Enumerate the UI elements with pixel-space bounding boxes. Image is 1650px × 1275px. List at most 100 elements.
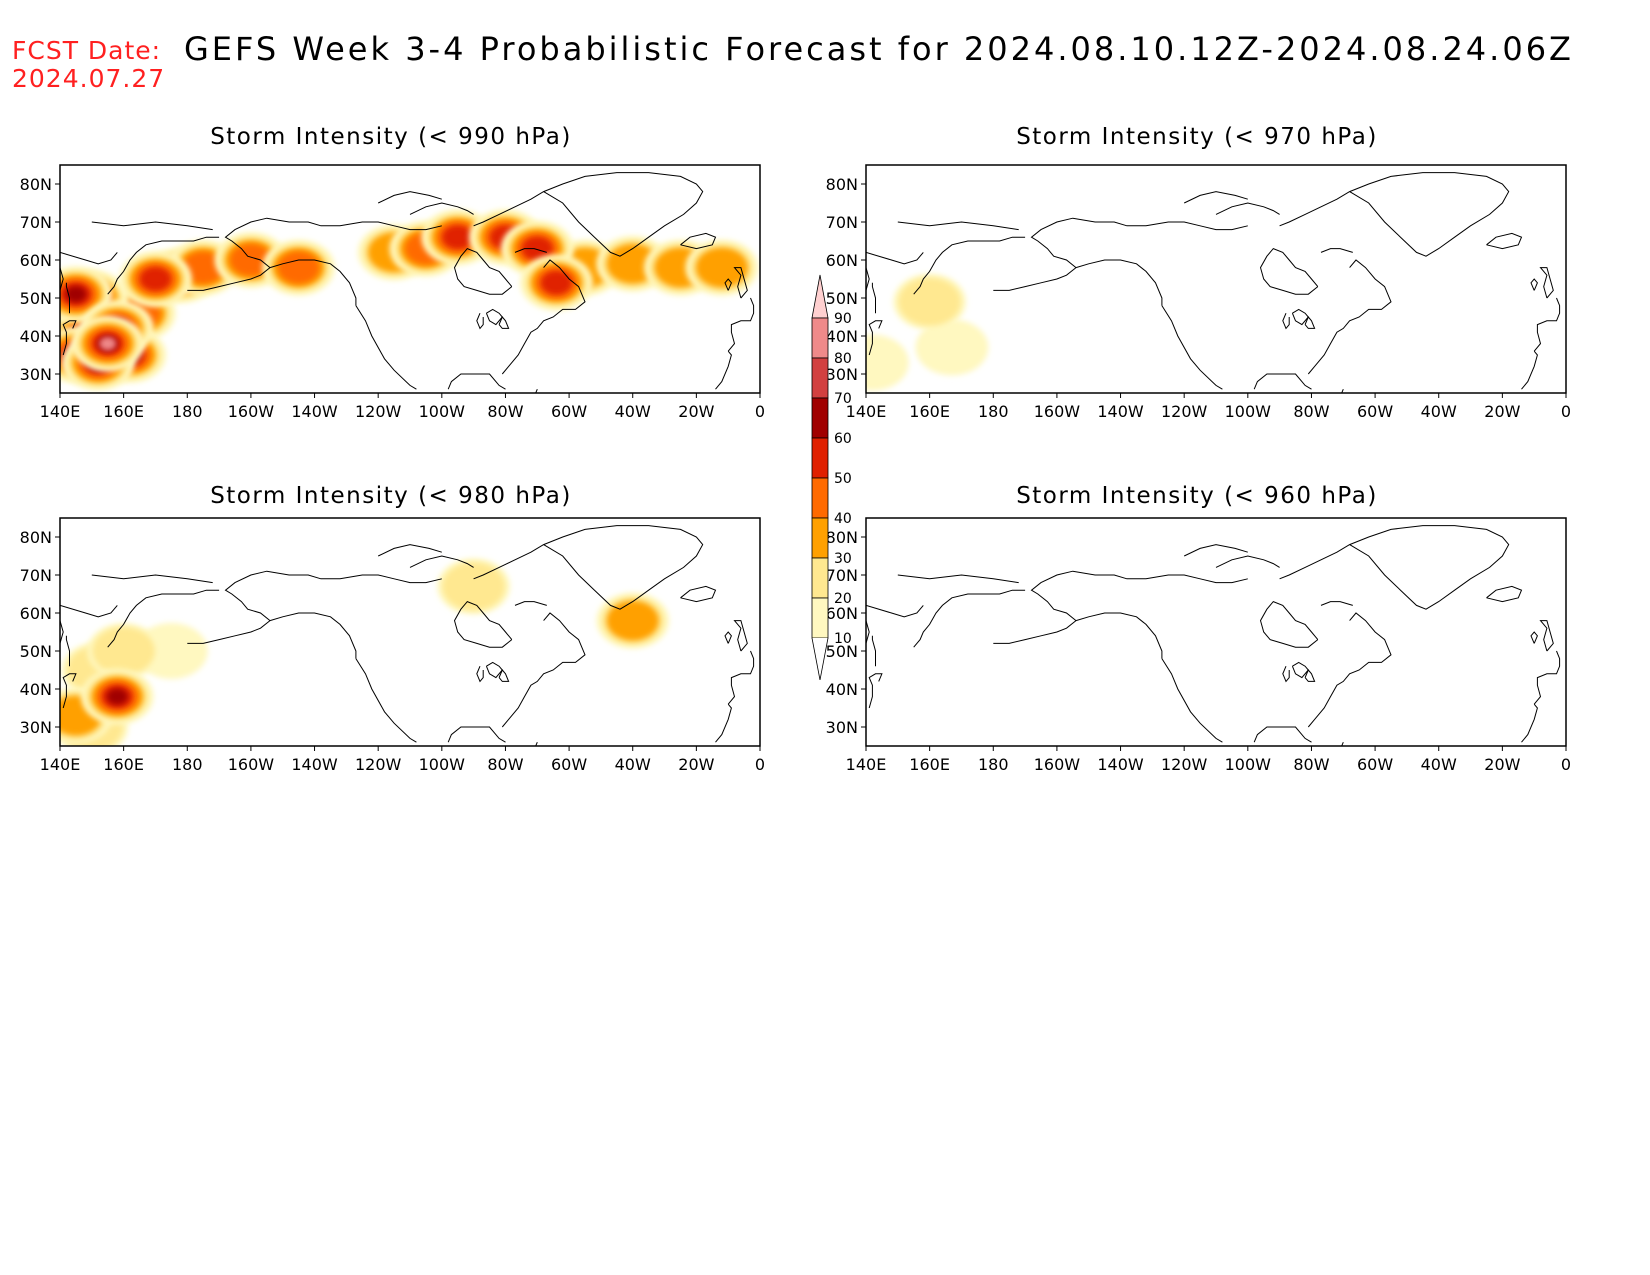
probability-cell (65, 286, 87, 303)
lon-tick-label: 0 (1561, 402, 1571, 421)
probability-cell (898, 277, 961, 326)
lon-tick-label: 160W (1034, 402, 1081, 421)
lat-tick-label: 30N (20, 718, 52, 737)
coastline (871, 635, 876, 667)
lon-tick-label: 60W (551, 755, 587, 774)
coastline (1030, 570, 1248, 621)
coastline (1183, 544, 1248, 557)
coastline (377, 191, 442, 204)
coastline (724, 278, 732, 291)
map-panel-980: 140E 160E 180 160W 140W 120W 100W 80W 60W 40W 20W 0… (20, 517, 765, 774)
coastline (733, 620, 748, 652)
lat-tick-label: 50N (826, 642, 858, 661)
coastline (224, 217, 442, 268)
coastline (60, 260, 64, 291)
coastline (1304, 669, 1316, 682)
coastline (1307, 612, 1392, 728)
coastline (269, 612, 357, 659)
coastline (1075, 612, 1163, 659)
panel-title-970: Storm Intensity (< 970 hPa) (1016, 124, 1378, 150)
colorbar-segment (811, 557, 829, 599)
lat-tick-label: 60N (20, 604, 52, 623)
coastline (514, 248, 547, 253)
coastline (60, 251, 118, 265)
coastline (269, 259, 357, 306)
page-title: GEFS Week 3-4 Probabilistic Forecast for… (184, 30, 1574, 68)
probability-cell (99, 337, 116, 350)
lon-tick-label: 40W (1421, 402, 1457, 421)
panel-title-960: Storm Intensity (< 960 hPa) (1016, 483, 1378, 509)
lat-tick-label: 50N (826, 289, 858, 308)
lon-tick-label: 60W (1357, 755, 1393, 774)
coastline (60, 604, 118, 618)
colorbar-bottom-triangle (811, 637, 829, 680)
coastline (1307, 259, 1392, 375)
coastline (1521, 703, 1538, 743)
coastline (1539, 267, 1554, 299)
lon-tick-label: 80W (1293, 402, 1329, 421)
lat-tick-label: 60N (20, 251, 52, 270)
lon-tick-label: 160W (1034, 755, 1081, 774)
coastlines (60, 172, 755, 393)
coastline (871, 282, 876, 314)
lon-tick-label: 20W (1484, 402, 1520, 421)
lat-tick-label: 40N (20, 680, 52, 699)
lon-tick-label: 120W (1161, 402, 1208, 421)
lon-tick-label: 160E (909, 402, 950, 421)
coastline (1075, 259, 1163, 306)
lat-tick-label: 70N (826, 566, 858, 585)
probability-field (866, 273, 989, 391)
lon-tick-label: 80W (487, 402, 523, 421)
coastlines (60, 525, 755, 746)
lon-tick-label: 140W (1097, 402, 1144, 421)
coastline (514, 601, 547, 606)
coastline (727, 650, 755, 705)
lon-tick-label: 40W (615, 755, 651, 774)
lon-tick-label: 180 (978, 402, 1009, 421)
coastline (1341, 389, 1344, 393)
map-background (866, 518, 1566, 746)
probability-cell (106, 688, 128, 705)
colorbar: 90 80 70 60 50 40 30 20 10 (811, 274, 852, 680)
colorbar-segment (811, 357, 829, 399)
coastline (897, 574, 1019, 584)
coastline (1282, 313, 1290, 330)
coastline (62, 320, 77, 356)
coastline (1279, 172, 1510, 257)
map-panel-970: 140E 160E 180 160W 140W 120W 100W 80W 60W 40W 20W 0… (826, 164, 1571, 421)
coastline (1215, 555, 1280, 568)
lon-tick-label: 80W (1293, 755, 1329, 774)
lon-tick-label: 160E (103, 402, 144, 421)
probability-cell (277, 251, 320, 284)
colorbar-label: 70 (834, 391, 852, 407)
colorbar-label: 90 (834, 311, 852, 327)
lat-tick-label: 50N (20, 289, 52, 308)
probability-cell (442, 225, 474, 250)
lat-tick-label: 50N (20, 642, 52, 661)
map-frame (59, 517, 761, 747)
coastline (1215, 202, 1280, 215)
coastline (680, 585, 717, 603)
lon-tick-label: 100W (419, 402, 466, 421)
lon-tick-label: 0 (755, 402, 765, 421)
coastline (724, 631, 732, 644)
lat-tick-label: 60N (826, 604, 858, 623)
coastline (187, 620, 271, 644)
lat-tick-label: 30N (826, 718, 858, 737)
lat-tick-label: 30N (826, 365, 858, 384)
lon-tick-label: 120W (355, 402, 402, 421)
lat-tick-label: 60N (826, 251, 858, 270)
coastline (1183, 191, 1248, 204)
lon-tick-label: 140E (40, 402, 81, 421)
coastline (993, 620, 1077, 644)
coastline (447, 373, 506, 390)
colorbar-label: 50 (834, 471, 852, 487)
panel-title-990: Storm Intensity (< 990 hPa) (210, 124, 572, 150)
coastline (1530, 631, 1538, 644)
coastline (913, 236, 1026, 295)
colorbar-label: 10 (834, 631, 852, 647)
lat-tick-label: 30N (20, 365, 52, 384)
lat-tick-label: 80N (826, 528, 858, 547)
probability-cell (442, 562, 505, 611)
lon-tick-label: 140E (40, 755, 81, 774)
